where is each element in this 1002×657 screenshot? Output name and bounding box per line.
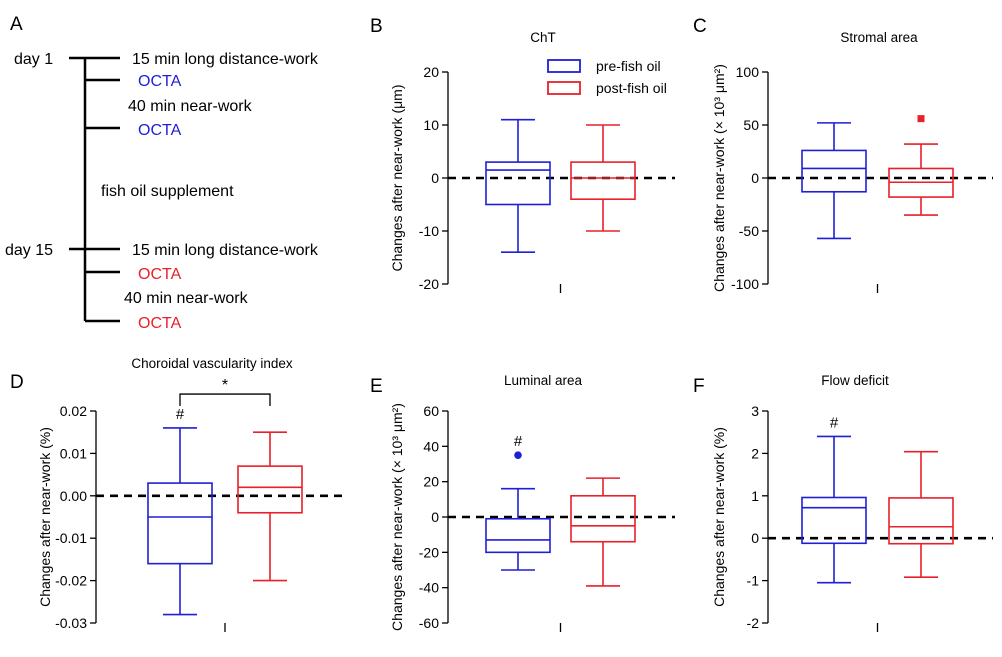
panel-letter-d: D — [10, 372, 24, 393]
timeline-day-15-label: day 15 — [5, 242, 53, 259]
panel-d-post-box — [237, 465, 303, 514]
panel-d-significance-star: * — [222, 377, 228, 394]
panel-c-y-tick-label-4: 100 — [736, 64, 760, 80]
timeline-day-1-label: day 1 — [14, 51, 53, 68]
timeline-fish-oil-note: fish oil supplement — [101, 183, 234, 200]
panel-f-title: Flow deficit — [821, 373, 889, 388]
panel-c-y-tick-label-2: 0 — [751, 170, 759, 186]
timeline-day1-long-distance-work: 15 min long distance-work — [132, 51, 319, 68]
panel-f-y-tick-label-0: -2 — [747, 615, 760, 631]
legend-label-post: post-fish oil — [596, 80, 667, 96]
panel-letter-c: C — [693, 16, 707, 37]
timeline-day1-near-work: 40 min near-work — [128, 98, 253, 115]
timeline-day15-near-work: 40 min near-work — [124, 290, 249, 307]
panel-b-y-tick-label-0: -20 — [419, 276, 439, 292]
panel-d-y-tick-label-3: 0.00 — [60, 488, 87, 504]
timeline-day15-octa-before: OCTA — [138, 266, 182, 283]
panel-f-y-tick-label-5: 3 — [751, 403, 759, 419]
panel-d-y-tick-label-2: -0.01 — [55, 530, 87, 546]
panel-f-y-tick-label-2: 0 — [751, 530, 759, 546]
panel-d-y-tick-label-4: 0.01 — [60, 445, 87, 461]
panel-e-significance-hash-0: # — [514, 433, 523, 450]
panel-e-pre-outlier-0 — [514, 451, 522, 459]
panel-e-y-tick-label-3: 0 — [431, 509, 439, 525]
panel-letter-a: A — [10, 14, 23, 35]
panel-c-title: Stromal area — [840, 30, 918, 45]
legend-swatch-pre — [547, 59, 581, 73]
panel-e-y-tick-label-2: -20 — [419, 544, 439, 560]
panel-d-pre-box — [147, 482, 213, 565]
panel-letter-b: B — [370, 16, 383, 37]
panel-b-y-tick-label-2: 0 — [431, 170, 439, 186]
panel-c-pre-box — [801, 149, 867, 193]
panel-d-y-tick-label-0: -0.03 — [55, 615, 87, 631]
panel-f-significance-hash-0: # — [830, 414, 839, 431]
panel-e-pre-box — [485, 517, 551, 554]
panel-b-pre-box — [485, 161, 551, 206]
panel-c-post-outlier-0 — [917, 115, 925, 123]
panel-f-post-box — [888, 497, 954, 545]
panel-c-y-tick-label-0: -100 — [731, 276, 759, 292]
panel-f-y-axis-label: Changes after near-work (%) — [711, 427, 727, 607]
panel-d-y-axis-label: Changes after near-work (%) — [37, 427, 53, 607]
panel-e-y-tick-label-4: 20 — [423, 474, 439, 490]
timeline-day15-octa-after: OCTA — [138, 315, 182, 332]
panel-d-y-tick-label-1: -0.02 — [55, 573, 87, 589]
panel-letter-e: E — [370, 376, 383, 397]
panel-f-pre-box — [801, 496, 867, 545]
panel-c-y-axis-label: Changes after near-work (× 10³ μm²) — [711, 64, 727, 292]
timeline-day15-long-distance-work: 15 min long distance-work — [132, 242, 319, 259]
panel-f-y-tick-label-4: 2 — [751, 445, 759, 461]
panel-c-y-tick-label-3: 50 — [743, 117, 759, 133]
timeline-day1-octa-after: OCTA — [138, 122, 182, 139]
panel-b-post-box — [570, 161, 636, 201]
panel-c-y-tick-label-1: -50 — [739, 223, 759, 239]
panel-letter-f: F — [693, 376, 705, 397]
panel-b-title: ChT — [530, 30, 556, 45]
panel-d-comparison-bracket — [179, 393, 271, 407]
panel-e-title: Luminal area — [504, 373, 583, 388]
panel-d-significance-hash-0: # — [176, 406, 185, 423]
panel-b-y-tick-label-1: -10 — [419, 223, 439, 239]
panel-e-post-box — [570, 494, 636, 543]
panel-e-y-tick-label-0: -60 — [419, 615, 439, 631]
panel-e-y-tick-label-6: 60 — [423, 403, 439, 419]
panel-d-title: Choroidal vascularity index — [131, 356, 293, 371]
panel-d-y-tick-label-5: 0.02 — [60, 403, 87, 419]
panel-f-y-tick-label-1: -1 — [747, 573, 760, 589]
panel-e-y-tick-label-5: 40 — [423, 438, 439, 454]
panel-f-y-tick-label-3: 1 — [751, 488, 759, 504]
panel-b-y-axis-label: Changes after near-work (μm) — [389, 84, 405, 271]
study-timeline: day 1 15 min long distance-work OCTA 40 … — [5, 51, 319, 332]
panel-e-y-axis-label: Changes after near-work (× 10³ μm²) — [389, 403, 405, 631]
panel-e-y-tick-label-1: -40 — [419, 580, 439, 596]
panel-b-y-tick-label-4: 20 — [423, 64, 439, 80]
legend-label-pre: pre-fish oil — [596, 58, 661, 74]
panel-b-y-tick-label-3: 10 — [423, 117, 439, 133]
legend-swatch-post — [547, 81, 581, 95]
legend: pre-fish oil post-fish oil — [547, 58, 667, 96]
timeline-day1-octa-before: OCTA — [138, 73, 182, 90]
